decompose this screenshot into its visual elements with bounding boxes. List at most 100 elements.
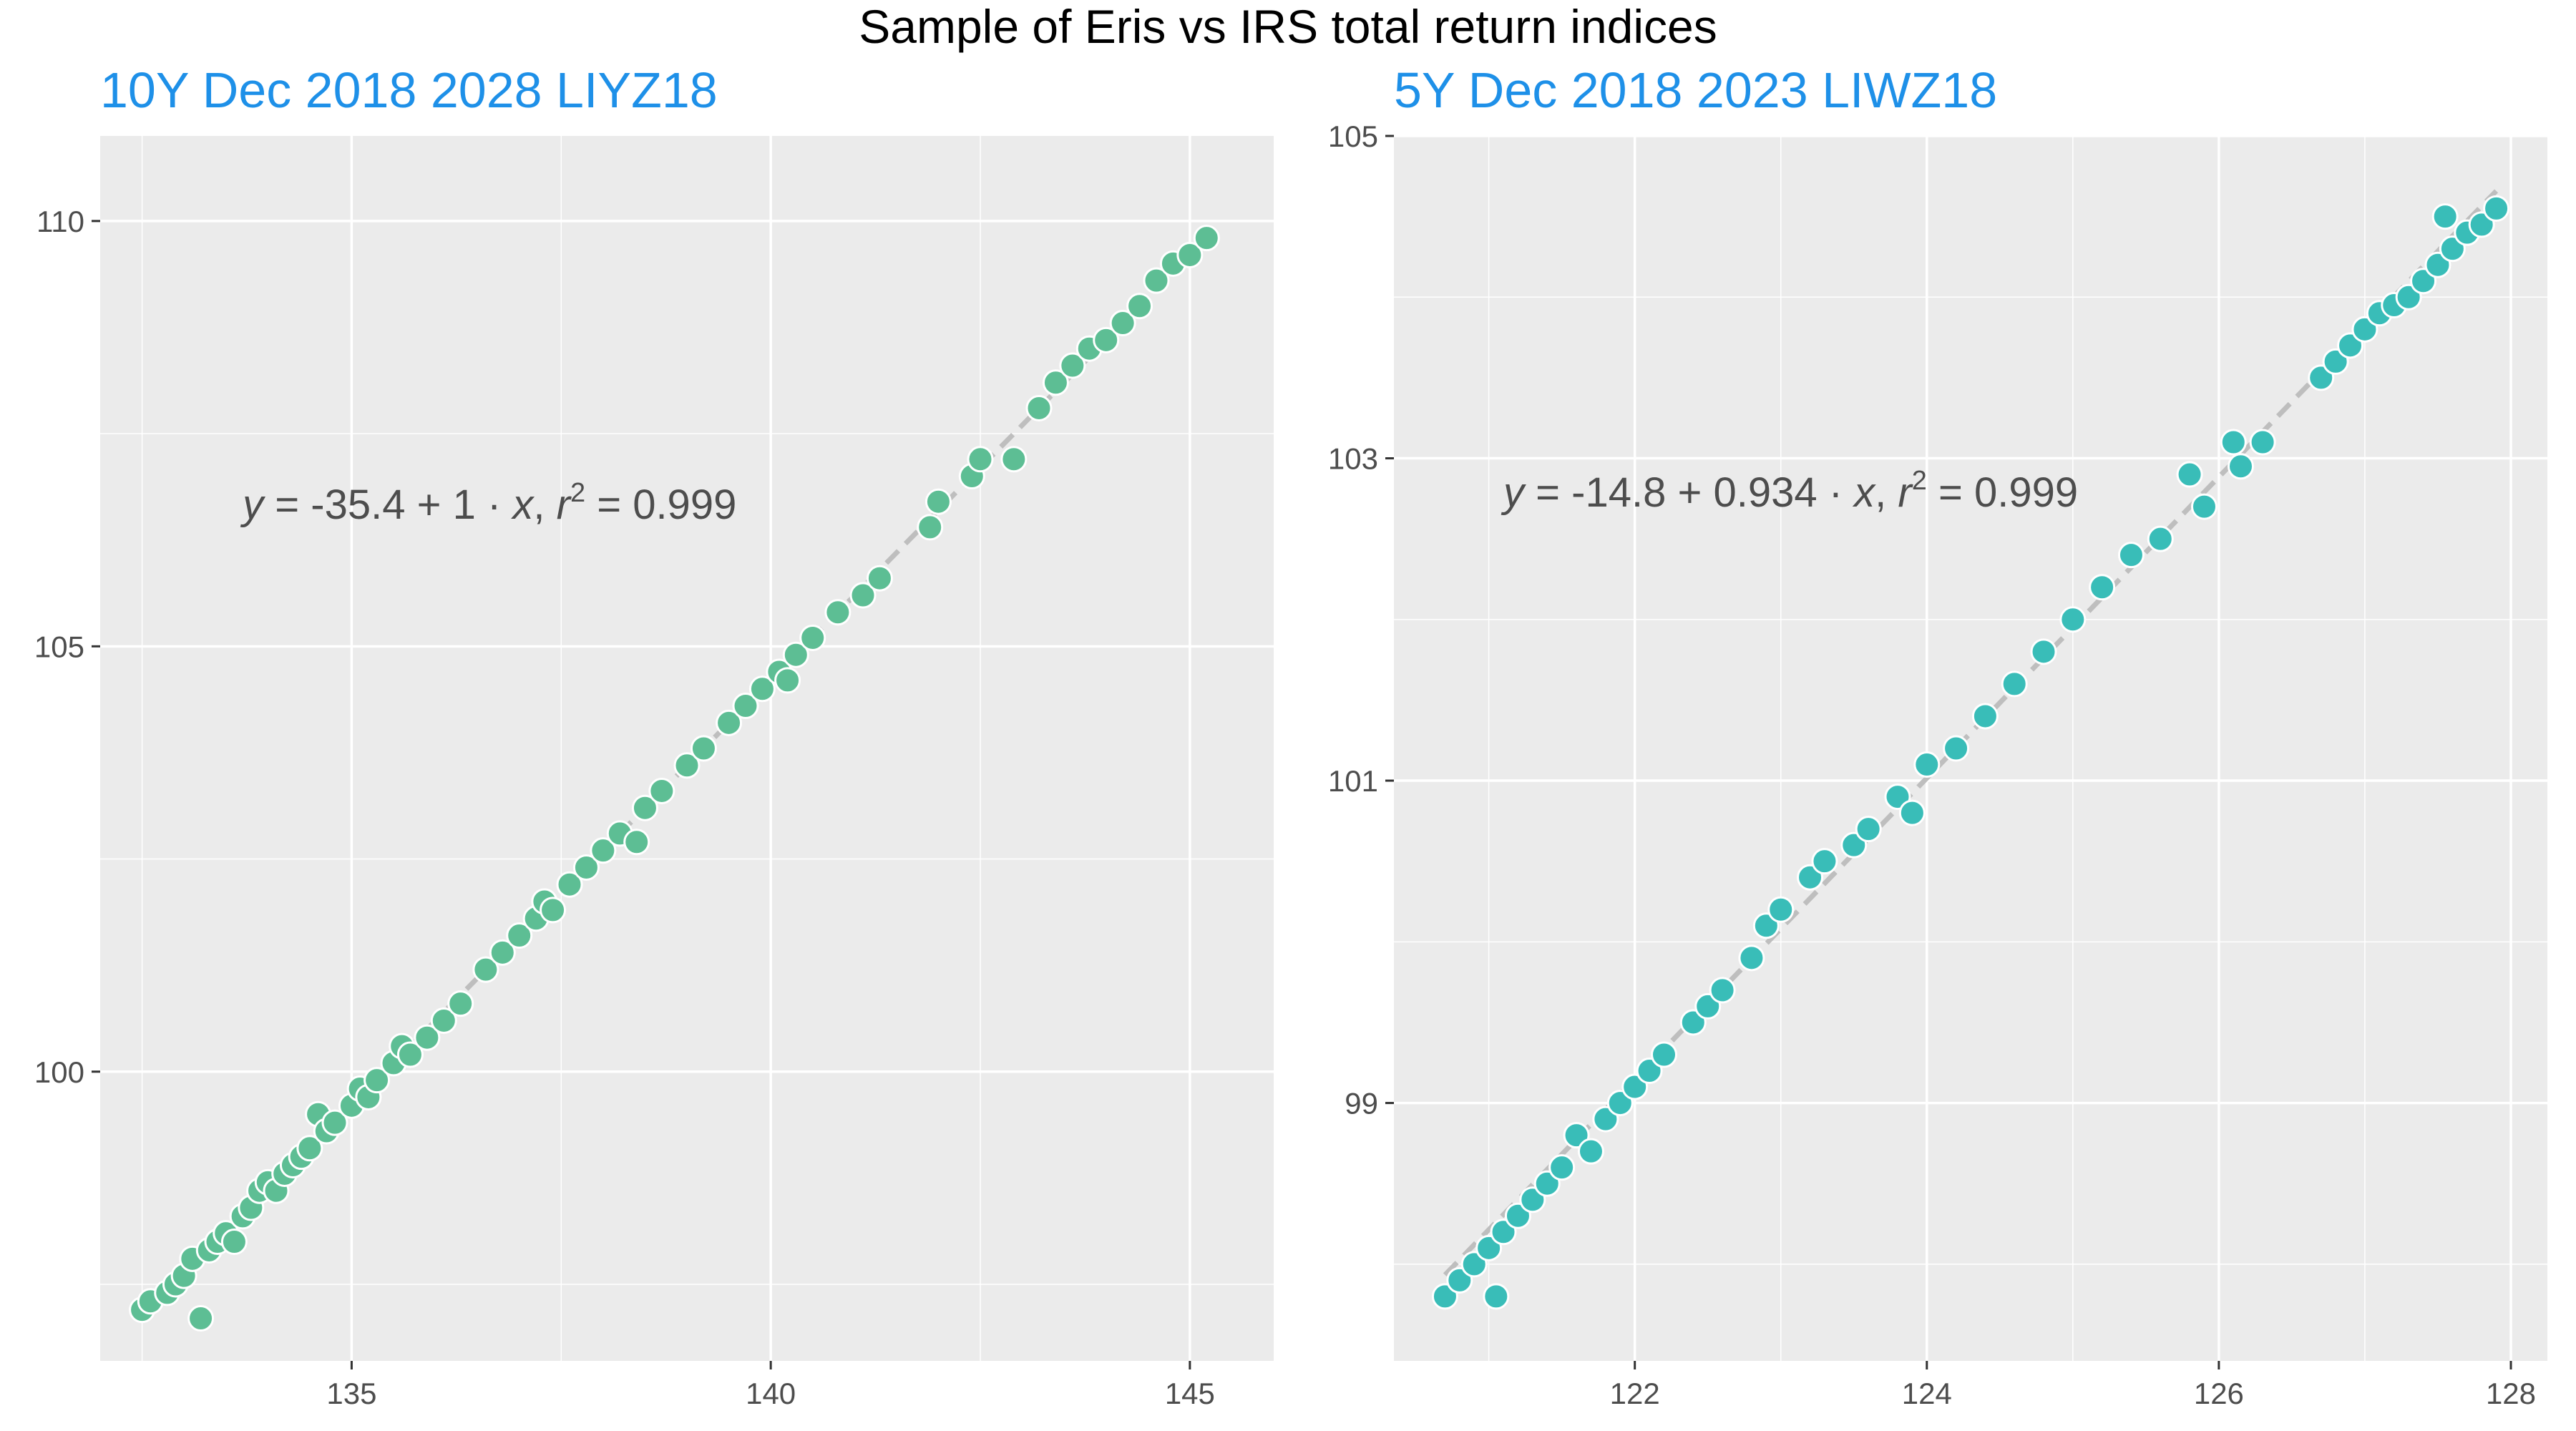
data-point-58 [917,514,944,541]
eq-slope: 0.934 [1713,469,1817,516]
data-point-42 [2249,429,2276,456]
data-point-53 [782,641,809,668]
x-tick-label-0: 135 [326,1377,376,1410]
data-point-52 [2431,203,2459,230]
data-point-20 [1738,944,1765,972]
data-point-31 [1971,703,1999,730]
data-point-64 [1042,369,1069,396]
data-point-28 [1898,799,1926,826]
eq-plus: + [405,482,452,528]
data-point-62 [1000,446,1028,473]
x-tick-label-2: 126 [2194,1377,2244,1410]
data-point-54 [799,624,826,651]
y-tick-label-3: 105 [1328,119,1378,153]
data-point-72 [1176,241,1204,268]
data-point-30 [414,1024,441,1051]
data-point-31 [430,1007,457,1034]
eq-equals: = [1524,469,1571,516]
eq-r: r [1898,469,1913,516]
data-point-19 [296,1135,323,1162]
y-tick-label-2: 103 [1328,442,1378,476]
y-tick-label-0: 99 [1345,1087,1378,1120]
eq-equals: = [263,482,311,528]
data-point-16 [1650,1041,1677,1068]
data-point-6 [187,1305,215,1332]
eq-r2-value: 0.999 [633,482,736,528]
scatter-points-5y [1431,195,2510,1310]
data-point-68 [1109,310,1136,337]
axes-10y: 135 140 145 100 105 110 [34,205,1215,1410]
eq-r2-value: 0.999 [1974,469,2078,516]
data-point-34 [2059,606,2087,633]
panel-title-10y: 10Y Dec 2018 2028 LIYZ18 [100,62,718,118]
eq-x: x [1852,469,1876,516]
data-point-40 [572,854,600,881]
data-point-10 [220,1229,248,1256]
data-point-52 [774,667,801,694]
data-point-29 [396,1041,424,1068]
data-point-4 [1483,1283,1510,1310]
data-point-41 [590,837,617,864]
eq-x: x [510,482,535,528]
eq-sep: , [1875,469,1898,516]
y-tick-label-1: 101 [1328,764,1378,798]
data-point-32 [447,990,474,1017]
data-point-35 [2089,574,2116,601]
y-tick-label-2: 110 [36,205,84,238]
eq-y: y [240,482,265,528]
eq-y: y [1501,469,1526,516]
data-point-41 [2227,453,2254,480]
figure-title: Sample of Eris vs IRS total return indic… [859,0,1717,53]
eq-exponent: 2 [570,478,585,508]
chart-panel-5y: 5Y Dec 2018 2023 LIWZ18 122 124 126 128 99 10… [1328,62,2547,1410]
data-point-37 [2147,525,2174,552]
data-point-39 [556,871,583,898]
data-point-65 [1059,352,1086,379]
gridlines-5y [1394,135,2547,1361]
data-point-26 [1855,816,1882,843]
data-point-44 [631,794,658,821]
data-point-19 [1709,977,1736,1004]
scatter-points-10y [129,225,1220,1332]
eq-r2-equals: = [1927,469,1974,516]
gridlines-10y [100,136,1274,1361]
data-point-59 [924,488,952,515]
data-point-48 [716,709,743,736]
axes-5y: 122 124 126 128 99 101 103 105 [1328,119,2536,1410]
regression-equation-5y: y = -14.8 + 0.934 · x, r2 = 0.999 [1501,466,2078,516]
data-point-47 [690,735,717,762]
data-point-40 [2220,429,2247,456]
data-point-55 [824,599,852,626]
y-tick-label-0: 100 [34,1055,84,1089]
x-tick-label-0: 122 [1610,1377,1660,1410]
data-point-43 [623,829,650,856]
data-point-35 [506,922,533,949]
data-point-32 [2001,670,2028,698]
y-tick-label-1: 105 [34,630,84,663]
data-point-56 [849,582,877,609]
data-point-45 [648,777,675,804]
x-tick-label-2: 145 [1165,1377,1215,1410]
data-point-70 [1143,267,1170,294]
chart-panel-10y: 10Y Dec 2018 2028 LIYZ18 135 140 145 100 105… [34,62,1274,1410]
data-point-34 [489,939,516,966]
regression-equation-10y: y = -35.4 + 1 · x, r2 = 0.999 [240,478,736,528]
x-tick-label-1: 124 [1902,1377,1952,1410]
data-point-36 [2117,542,2145,569]
panel-title-5y: 5Y Dec 2018 2023 LIWZ18 [1394,62,1997,118]
eq-r: r [557,482,572,528]
data-point-73 [1193,225,1220,252]
data-point-29 [1913,751,1941,778]
data-point-61 [967,446,994,473]
data-point-22 [321,1109,348,1136]
data-point-46 [673,752,701,779]
eq-exponent: 2 [1912,466,1927,496]
data-point-11 [1577,1138,1604,1165]
eq-slope: 1 [453,482,476,528]
data-point-26 [364,1067,391,1094]
eq-intercept: -14.8 [1571,469,1666,516]
data-point-33 [472,956,499,983]
data-point-57 [866,565,893,592]
data-point-33 [2030,638,2057,665]
